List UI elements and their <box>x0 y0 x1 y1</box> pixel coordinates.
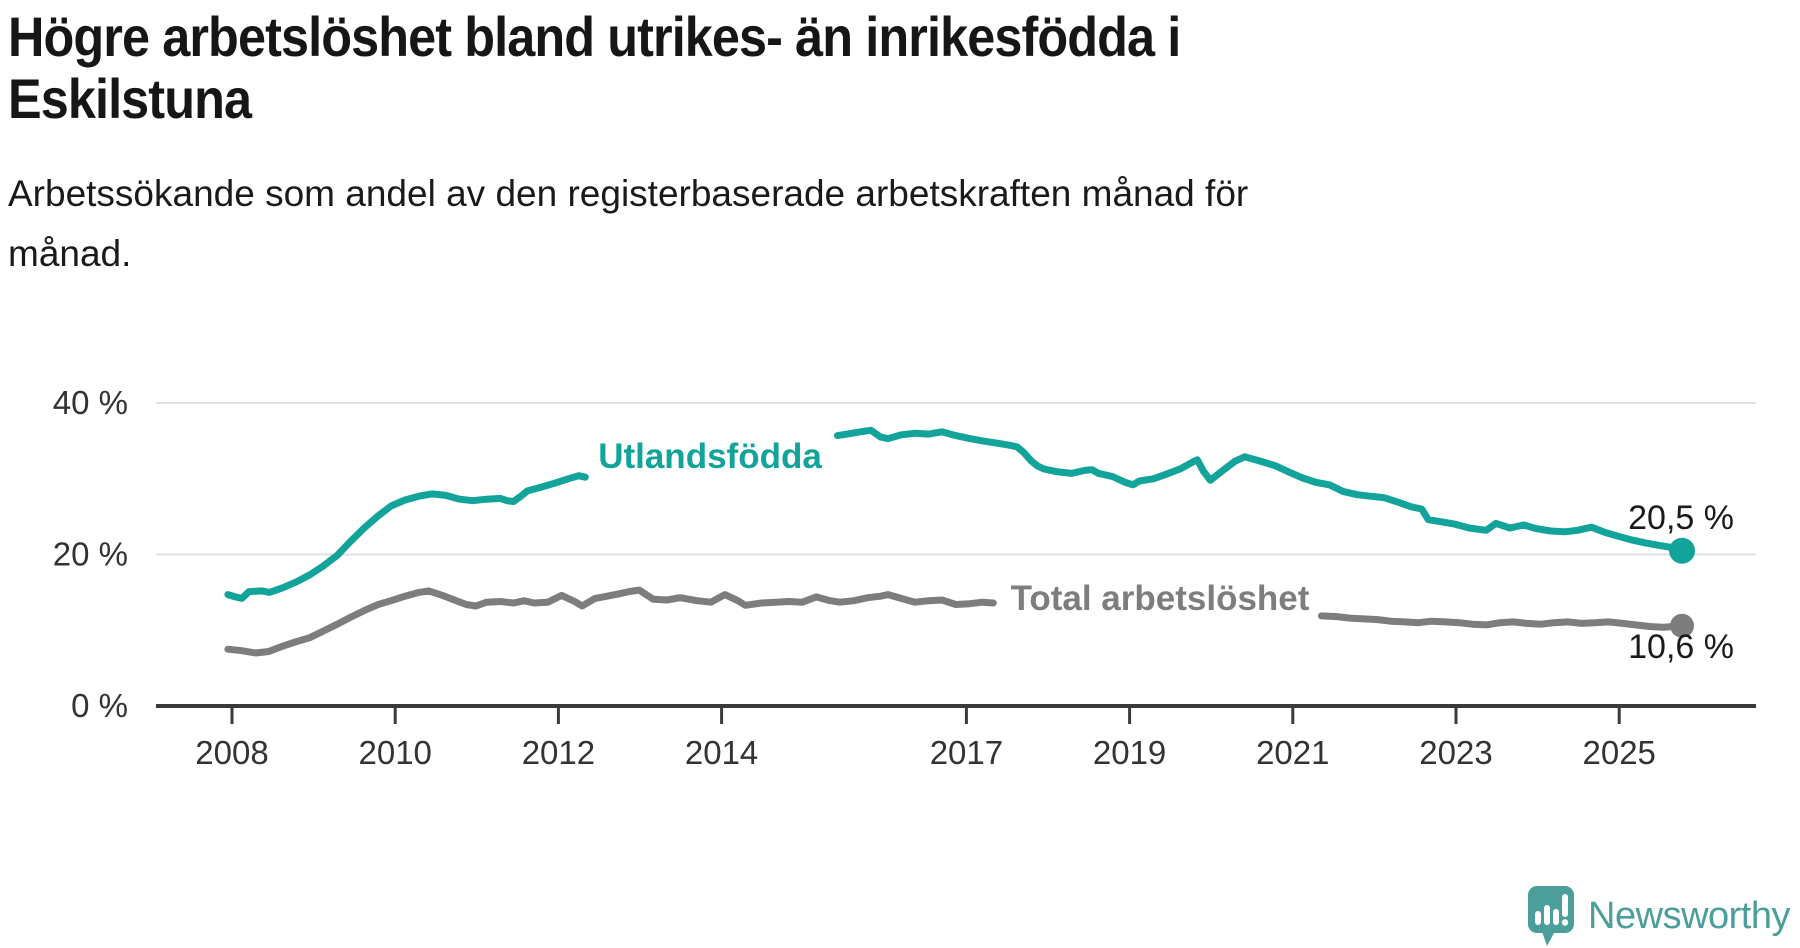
page-title: Högre arbetslöshet bland utrikes- än inr… <box>8 6 1610 130</box>
series-label-total: Total arbetslöshet <box>1011 579 1310 618</box>
x-axis-label-2008: 2008 <box>195 734 268 771</box>
y-axis-label-20: 20 % <box>53 536 128 573</box>
newsworthy-speech-bubble-chart-icon <box>1528 886 1575 946</box>
end-value-label-utlandsfodda: 20,5 % <box>1628 499 1734 537</box>
x-axis-label-2023: 2023 <box>1419 734 1492 771</box>
x-axis-label-2019: 2019 <box>1093 734 1166 771</box>
x-axis-label-2017: 2017 <box>930 734 1003 771</box>
title-line-2: Eskilstuna <box>8 67 252 130</box>
subtitle-line-2: månad. <box>8 233 132 274</box>
series-end-dot-total <box>1670 613 1695 638</box>
title-line-1: Högre arbetslöshet bland utrikes- än inr… <box>8 5 1181 68</box>
chart-header: Högre arbetslöshet bland utrikes- än inr… <box>8 6 1788 284</box>
series-line-total-seg2 <box>1317 612 1686 631</box>
y-axis-label-40: 40 % <box>53 384 128 421</box>
series-line-utlandsfodda-seg2 <box>834 426 1686 555</box>
x-axis-label-2021: 2021 <box>1256 734 1329 771</box>
brand-name: Newsworthy <box>1588 894 1790 937</box>
series-line-total-seg1 <box>224 586 997 657</box>
x-axis-label-2010: 2010 <box>358 734 431 771</box>
series-label-utlandsfodda: Utlandsfödda <box>598 437 822 476</box>
x-axis-label-2012: 2012 <box>522 734 595 771</box>
subtitle-line-1: Arbetssökande som andel av den registerb… <box>8 173 1249 214</box>
series-line-utlandsfodda-seg1 <box>224 472 589 602</box>
newsworthy-logo: Newsworthy <box>1528 886 1790 946</box>
end-value-label-total: 10,6 % <box>1628 628 1734 666</box>
x-axis-label-2014: 2014 <box>685 734 758 771</box>
chart-subtitle: Arbetssökande som andel av den registerb… <box>8 164 1788 284</box>
x-axis-label-2025: 2025 <box>1582 734 1655 771</box>
series-end-dot-utlandsfodda <box>1669 537 1696 564</box>
y-axis-label-0: 0 % <box>71 687 128 724</box>
